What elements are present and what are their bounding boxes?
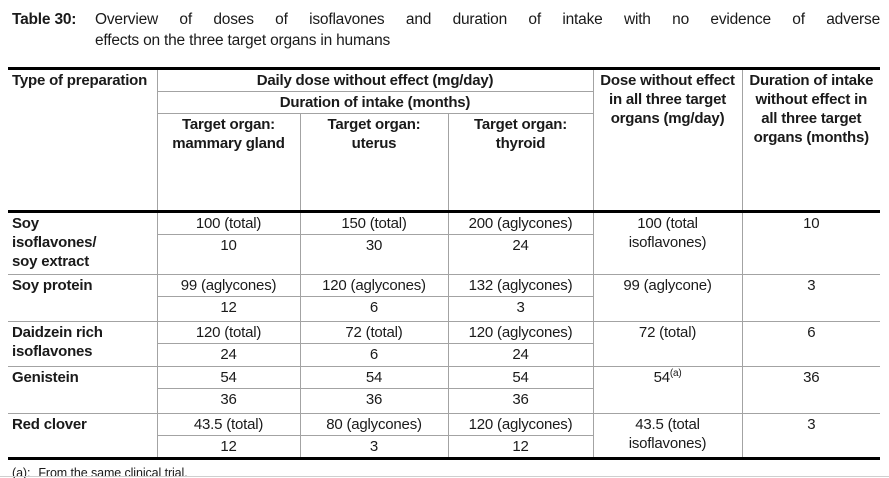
cell-duration-thyroid: 24 — [447, 343, 594, 367]
cell-dose-thyroid: 120 (aglycones) — [447, 321, 594, 344]
cell-duration-all: 3 — [741, 274, 881, 322]
cell-duration-thyroid: 3 — [447, 296, 594, 322]
cell-dose-all: 72 (total) — [592, 321, 743, 367]
isoflavones-dose-table: Type of preparation Daily dose without e… — [8, 67, 881, 460]
header-daily-dose-group: Daily dose without effect (mg/day) — [156, 68, 594, 92]
table-header: Type of preparation Daily dose without e… — [8, 68, 881, 213]
cell-duration-mammary: 12 — [156, 435, 300, 460]
header-organ-thyroid: Target organ: thyroid — [447, 113, 594, 213]
cell-dose-thyroid: 120 (aglycones) — [447, 413, 594, 436]
cell-dose-thyroid: 132 (aglycones) — [447, 274, 594, 297]
cell-dose-all: 54(a) — [592, 366, 743, 414]
cell-duration-mammary: 36 — [156, 388, 300, 414]
cell-duration-uterus: 6 — [299, 296, 448, 322]
bottom-rule — [0, 476, 889, 477]
cell-dose-uterus: 54 — [299, 366, 448, 389]
table-row: 12 6 3 — [8, 296, 880, 322]
cell-duration-mammary: 12 — [156, 296, 300, 322]
cell-duration-all: 3 — [741, 413, 881, 460]
cell-dose-uterus: 80 (aglycones) — [299, 413, 448, 436]
cell-duration-thyroid: 12 — [447, 435, 594, 460]
table-row: Soy isoflavones/ soy extract 100 (total)… — [8, 211, 881, 275]
cell-dose-uterus: 150 (total) — [299, 211, 448, 235]
cell-duration-mammary: 10 — [156, 234, 300, 275]
table-row: Soy protein 99 (aglycones) 120 (aglycone… — [8, 274, 881, 322]
cell-duration-thyroid: 36 — [447, 388, 594, 414]
cell-dose-mammary: 54 — [156, 366, 300, 389]
cell-dose-mammary: 120 (total) — [156, 321, 300, 344]
cell-duration-uterus: 6 — [299, 343, 448, 367]
cell-duration-all: 6 — [741, 321, 881, 367]
cell-dose-uterus: 120 (aglycones) — [299, 274, 448, 297]
cell-dose-mammary: 100 (total) — [156, 211, 300, 235]
cell-dose-all: 43.5 (total isoflavones) — [592, 413, 743, 460]
header-organ-uterus: Target organ: uterus — [299, 113, 448, 213]
cell-dose-uterus: 72 (total) — [299, 321, 448, 344]
header-row-3: Target organ: mammary gland Target organ… — [8, 113, 880, 213]
cell-preparation: Soy protein — [8, 274, 157, 322]
cell-duration-thyroid: 24 — [447, 234, 594, 275]
footnote-text: From the same clinical trial. — [38, 466, 188, 478]
table-footnote: (a): From the same clinical trial. — [12, 465, 889, 478]
cell-dose-all: 100 (total isoflavones) — [592, 211, 743, 275]
caption-line-1: Overview of doses of isoflavones and dur… — [95, 11, 880, 28]
cell-duration-uterus: 36 — [299, 388, 448, 414]
table-row: 12 3 12 — [8, 435, 880, 460]
cell-duration-uterus: 3 — [299, 435, 448, 460]
cell-preparation: Genistein — [8, 366, 157, 414]
table-row: 36 36 36 — [8, 388, 880, 414]
caption-line-2: effects on the three target organs in hu… — [95, 32, 391, 49]
cell-duration-mammary: 24 — [156, 343, 300, 367]
table-row: 10 30 24 — [8, 234, 880, 275]
header-type-of-preparation: Type of preparation — [8, 68, 157, 213]
cell-duration-all: 36 — [741, 366, 881, 414]
table-body: Soy isoflavones/ soy extract 100 (total)… — [8, 211, 881, 460]
table-number-label: Table 30: — [12, 11, 77, 28]
cell-dose-mammary: 99 (aglycones) — [156, 274, 300, 297]
cell-dose-thyroid: 200 (aglycones) — [447, 211, 594, 235]
table-row: Genistein 54 54 54 54(a) 36 — [8, 366, 881, 414]
header-duration-group: Duration of intake (months) — [156, 91, 594, 114]
cell-preparation: Daidzein rich isoflavones — [8, 321, 157, 367]
header-organ-mammary: Target organ: mammary gland — [156, 113, 300, 213]
data-table-wrapper: Type of preparation Daily dose without e… — [8, 67, 889, 460]
cell-preparation: Red clover — [8, 413, 157, 460]
table-caption-text: Overview of doses of isoflavones and dur… — [95, 9, 880, 51]
cell-dose-mammary: 43.5 (total) — [156, 413, 300, 436]
header-dose-all-organs: Dose without effect in all three target … — [592, 68, 743, 213]
cell-preparation: Soy isoflavones/ soy extract — [8, 211, 157, 275]
table-row: Red clover 43.5 (total) 80 (aglycones) 1… — [8, 413, 881, 460]
footnote-marker-sup: (a) — [669, 368, 682, 379]
cell-dose-thyroid: 54 — [447, 366, 594, 389]
table-row: 24 6 24 — [8, 343, 880, 367]
cell-duration-uterus: 30 — [299, 234, 448, 275]
table-row: Daidzein rich isoflavones 120 (total) 72… — [8, 321, 881, 367]
cell-duration-all: 10 — [741, 211, 881, 275]
header-row-1: Type of preparation Daily dose without e… — [8, 68, 881, 213]
header-duration-all-organs: Duration of intake without effect in all… — [741, 68, 881, 213]
header-row-2: Duration of intake (months) — [8, 91, 880, 114]
table-caption: Table 30: Overview of doses of isoflavon… — [12, 9, 880, 51]
cell-dose-all: 99 (aglycone) — [592, 274, 743, 322]
footnote-marker: (a): — [12, 466, 31, 478]
